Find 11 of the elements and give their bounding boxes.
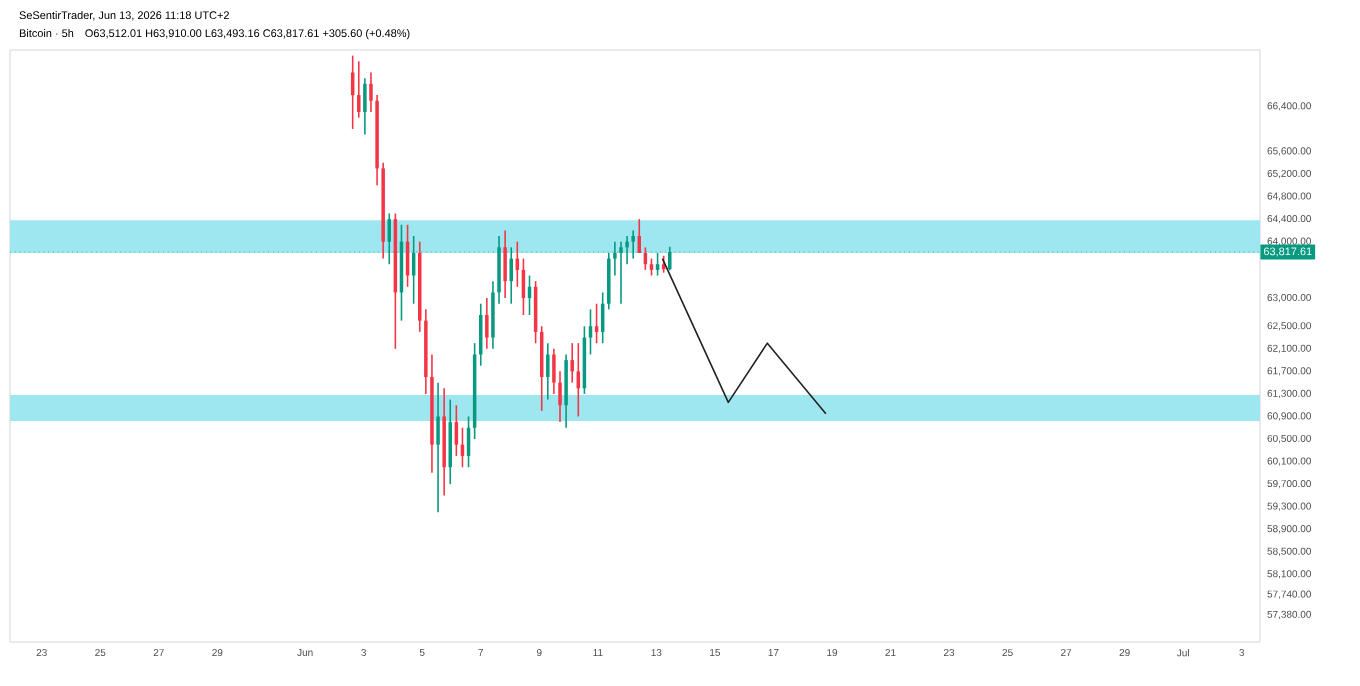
candlestick — [485, 297, 489, 350]
candlestick — [594, 302, 599, 344]
candlestick — [546, 342, 550, 401]
candlestick — [436, 381, 440, 514]
candlestick — [564, 353, 568, 429]
candlestick — [363, 77, 367, 136]
candlestick — [655, 252, 660, 277]
candlestick — [448, 398, 453, 485]
candlestick — [503, 229, 507, 299]
candlestick — [588, 308, 593, 356]
candlestick — [357, 60, 361, 119]
